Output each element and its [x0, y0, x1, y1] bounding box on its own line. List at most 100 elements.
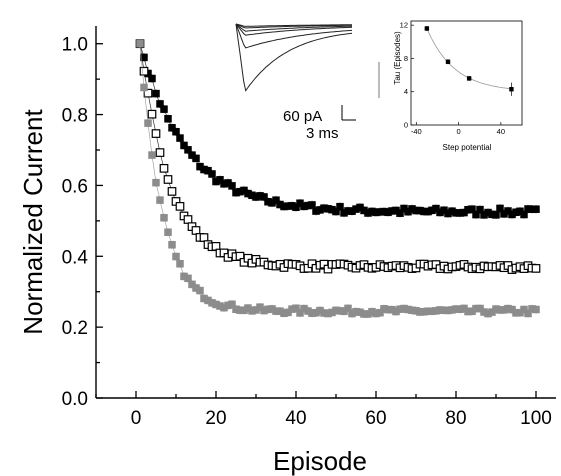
- data-point: [504, 304, 512, 313]
- data-point: [264, 197, 272, 206]
- data-point: [524, 205, 532, 213]
- main-series: [135, 39, 541, 319]
- data-point: [228, 300, 236, 309]
- data-point: [151, 129, 161, 138]
- data-point: [531, 264, 541, 273]
- data-point: [376, 208, 384, 216]
- data-point: [404, 305, 412, 314]
- data-point: [260, 193, 268, 201]
- data-point: [276, 307, 284, 315]
- scale-bar: 60 pA 3 ms: [283, 62, 380, 142]
- data-point: [320, 309, 328, 317]
- data-point: [408, 306, 416, 315]
- inset-data-point: [466, 76, 472, 81]
- data-point: [256, 303, 264, 311]
- data-point: [352, 307, 360, 316]
- scale-current-label: 60 pA: [283, 108, 322, 125]
- data-point: [244, 189, 252, 198]
- data-point: [468, 307, 476, 316]
- data-point: [212, 177, 220, 186]
- data-point: [496, 306, 504, 314]
- data-point: [264, 305, 272, 314]
- y-tick-label: 0.4: [62, 247, 89, 268]
- data-point: [476, 304, 484, 313]
- data-point: [384, 208, 392, 217]
- data-point: [139, 66, 149, 76]
- data-point: [196, 162, 204, 171]
- data-point: [428, 206, 436, 215]
- data-point: [212, 300, 220, 309]
- data-point: [304, 307, 312, 315]
- data-point: [232, 188, 240, 197]
- data-point: [292, 203, 300, 212]
- data-point: [180, 272, 188, 281]
- data-point: [244, 304, 252, 312]
- scale-time-label: 3 ms: [306, 125, 339, 142]
- data-point: [520, 305, 528, 314]
- data-point: [155, 148, 165, 157]
- data-point: [512, 309, 520, 317]
- data-point: [380, 305, 388, 313]
- current-trace: [235, 23, 352, 27]
- data-point: [408, 205, 416, 213]
- data-point: [484, 309, 492, 318]
- data-point: [436, 306, 444, 314]
- data-point: [180, 141, 188, 150]
- data-point: [240, 186, 248, 195]
- data-point: [420, 207, 428, 216]
- data-point: [532, 305, 540, 314]
- data-point: [304, 201, 312, 210]
- data-point: [348, 207, 356, 215]
- current-trace: [235, 23, 353, 49]
- data-point: [332, 306, 340, 315]
- data-point: [324, 309, 332, 318]
- data-point: [516, 207, 524, 216]
- data-point: [432, 307, 440, 315]
- data-point: [300, 304, 308, 313]
- inset-x-tick-label: -40: [411, 127, 422, 136]
- current-trace: [235, 23, 352, 32]
- data-point: [312, 207, 320, 215]
- data-point: [368, 207, 376, 216]
- inset-y-tick-label: 0: [404, 121, 408, 130]
- data-point: [344, 207, 352, 215]
- data-point: [420, 307, 428, 316]
- data-point: [159, 163, 169, 173]
- y-tick-label: 1.0: [62, 35, 88, 56]
- data-point: [424, 307, 432, 315]
- data-point: [220, 303, 228, 312]
- data-point: [316, 306, 324, 315]
- data-point: [336, 202, 344, 211]
- y-axis-title: Normalized Current: [18, 109, 48, 335]
- data-point: [140, 53, 148, 62]
- data-point: [308, 201, 316, 209]
- data-point: [300, 202, 308, 211]
- data-point: [384, 305, 392, 314]
- data-point: [340, 307, 348, 316]
- data-point: [284, 202, 292, 210]
- data-point: [432, 204, 440, 213]
- data-point: [163, 175, 173, 184]
- data-point: [500, 210, 508, 218]
- data-point: [252, 306, 260, 314]
- data-point: [175, 202, 185, 211]
- data-point: [444, 306, 452, 315]
- data-point: [176, 134, 184, 142]
- data-point: [188, 280, 196, 289]
- data-point: [468, 205, 476, 213]
- x-tick-label: 40: [285, 408, 306, 429]
- data-point: [184, 146, 192, 154]
- data-point: [372, 309, 380, 318]
- data-point: [484, 208, 492, 217]
- x-tick-label: 20: [205, 408, 226, 429]
- data-point: [232, 305, 240, 314]
- data-point: [528, 305, 536, 313]
- data-point: [464, 206, 472, 214]
- data-point: [488, 210, 496, 219]
- data-point: [256, 192, 264, 200]
- x-axis-title: Episode: [273, 446, 367, 476]
- x-tick-label: 60: [365, 408, 386, 429]
- data-point: [400, 204, 408, 213]
- data-point: [276, 200, 284, 209]
- data-point: [147, 109, 157, 119]
